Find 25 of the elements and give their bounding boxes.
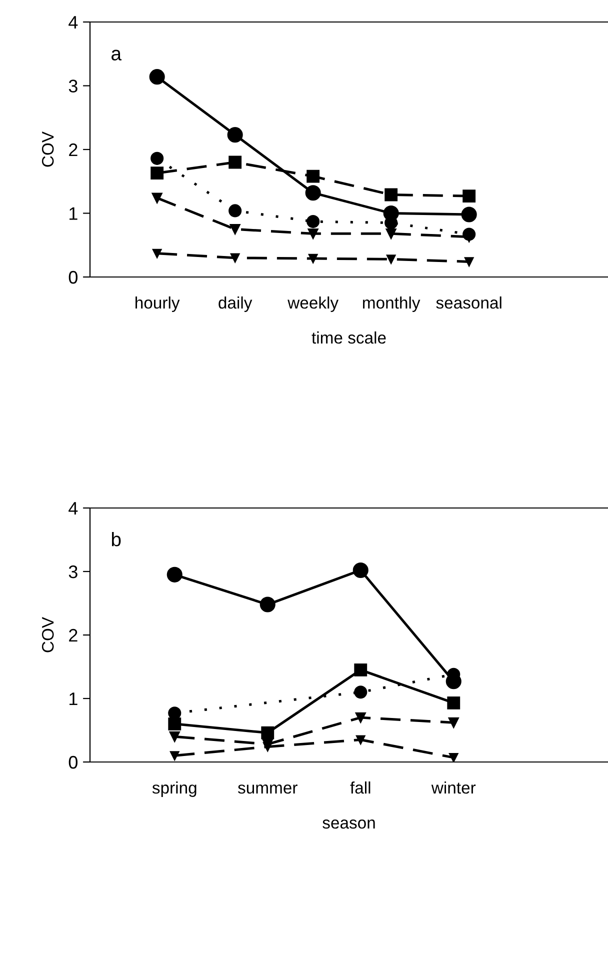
x-tick-label: fall <box>350 781 370 794</box>
x-tick-label: spring <box>152 781 196 797</box>
y-tick-label: 3 <box>68 80 78 92</box>
x-tick-label: daily <box>218 296 252 312</box>
x-axis-title: season <box>322 820 375 829</box>
x-tick-label: monthly <box>363 296 420 312</box>
y-tick-label: 1 <box>70 207 78 220</box>
y-tick-label: 0 <box>68 756 78 769</box>
text: b <box>112 532 121 546</box>
y-tick-label: 1 <box>70 692 78 706</box>
y-tick-label: 4 <box>68 502 78 515</box>
y-axis-title: COV <box>42 617 54 652</box>
y-tick-label: 4 <box>68 16 78 29</box>
y-tick-label: 2 <box>69 143 78 156</box>
annotation: a <box>112 50 122 60</box>
y-tick-label: 0 <box>68 270 78 284</box>
y-axis-title: COV <box>42 132 54 167</box>
x-tick-label: winter <box>431 781 476 794</box>
x-tick-label: seasonal <box>436 296 502 309</box>
x-tick-label: weekly <box>288 296 339 312</box>
x-axis-title: time scale <box>312 331 386 344</box>
x-tick-label: summer <box>238 784 298 794</box>
x-tick-label: hourly <box>136 296 180 312</box>
y-tick-label: 3 <box>68 565 78 578</box>
y-tick-label: 2 <box>69 628 78 642</box>
